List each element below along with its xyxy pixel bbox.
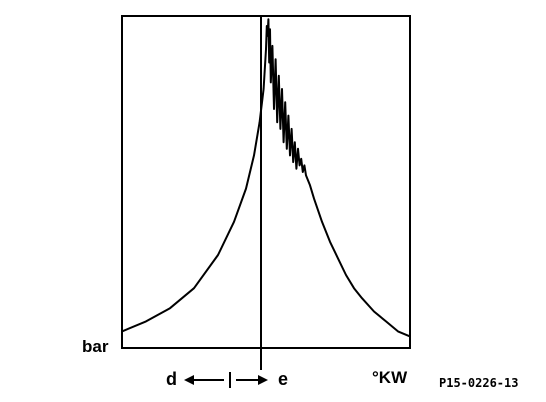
plot-frame [121,15,411,349]
series-line-1 [121,18,411,338]
x-axis-label: °KW [372,368,408,387]
direction-arrowhead-left [184,375,194,385]
direction-arrowhead-right [258,375,268,385]
direction-label-left: d [166,369,177,389]
y-axis-label: bar [82,337,109,356]
direction-label-right: e [278,369,288,389]
figure-code: P15-0226-13 [439,376,518,390]
